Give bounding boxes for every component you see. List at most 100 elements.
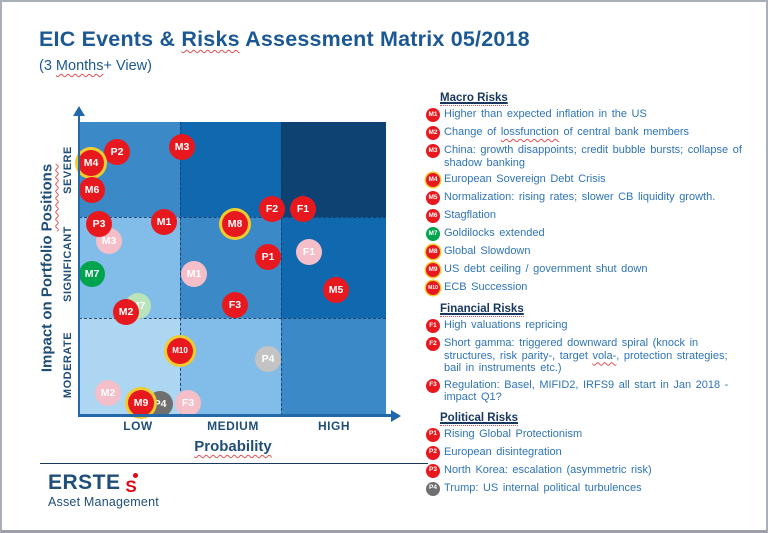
erste-logo: ERSTE S Asset Management (48, 471, 159, 510)
matrix-badge-m7: M7 (79, 261, 105, 287)
legend-item-text: Short gamma: triggered downward spiral (… (444, 337, 728, 374)
legend-item-text: Regulation: Basel, MIFID2, IRFS9 all sta… (444, 378, 729, 404)
page-subtitle: (3 Months+ View) (39, 58, 152, 74)
matrix-cell-r2c2 (281, 318, 386, 416)
legend-item-text: ECB Succession (444, 281, 528, 293)
matrix-badge-f1-previous: F1 (296, 239, 322, 265)
matrix-badge-m3: M3 (169, 134, 195, 160)
legend-item-m7: M7 Goldilocks extended (426, 227, 748, 241)
matrix-cells (79, 122, 386, 416)
y-tick-moderate: MODERATE (62, 331, 74, 399)
sparkasse-s-icon: S (125, 473, 138, 496)
legend-item-text: Stagflation (444, 209, 496, 221)
matrix-badge-m6: M6 (79, 177, 105, 203)
x-axis-line (77, 414, 393, 417)
y-tick-severe: SEVERE (62, 146, 74, 194)
legend-item-text: Rising Global Protectionism (444, 427, 583, 440)
legend-item-text: Trump: US internal political turbulences (444, 481, 642, 494)
legend-item-text: European disintegration (444, 445, 562, 458)
legend-badge-m7: M7 (426, 227, 440, 241)
matrix-badge-f2: F2 (259, 196, 285, 222)
legend-heading-text: Financial Risks (440, 303, 524, 317)
logo-subtitle: Asset Management (48, 495, 159, 509)
legend-item-p3: P3 North Korea: escalation (asymmetric ri… (426, 463, 748, 478)
matrix-badge-m8: M8 (222, 211, 248, 237)
matrix-badge-m1-previous: M1 (181, 261, 207, 287)
x-tick-low: LOW (123, 419, 153, 433)
legend-item-m2: M2 Change of lossfunction of central bank… (426, 126, 748, 140)
legend-badge-p1: P1 (426, 427, 440, 442)
legend-item-p4: P4 Trump: US internal political turbulenc… (426, 481, 748, 496)
legend-badge-m6: M6 (426, 209, 440, 223)
matrix-badge-m2: M2 (113, 299, 139, 325)
legend-item-text: North Korea: escalation (asymmetric risk… (444, 463, 652, 476)
legend-badge-m8: M8 (426, 245, 440, 259)
matrix-badge-f1: F1 (290, 196, 316, 222)
legend-item-m3: M3 China: growth disappoints; credit bubb… (426, 144, 748, 169)
matrix-badge-m4: M4 (78, 150, 104, 176)
legend-badge-f3: F3 (426, 378, 440, 393)
y-tick-significant: SIGNIFICANT (62, 226, 74, 302)
x-axis-label: Probability (194, 438, 272, 455)
legend-badge-m2: M2 (426, 126, 440, 140)
legend: Macro Risks M1 Higher than expected inflat… (426, 85, 748, 500)
risk-matrix: M3 F1 M1 M7 P4 M2 F3 P2 M4 M3 M6 F2 F1 P3 M1 M8 P1 M7 M5 F3… (78, 122, 386, 417)
legend-item-m1: M1 Higher than expected inflation in the … (426, 108, 748, 122)
matrix-badge-f3-previous: F3 (175, 390, 201, 416)
legend-item-m6: M6 Stagflation (426, 209, 748, 223)
legend-badge-p2: P2 (426, 445, 440, 460)
legend-item-f3: F3 Regulation: Basel, MIFID2, IRFS9 all s… (426, 378, 748, 404)
legend-item-m4: M4 European Sovereign Debt Crisis (426, 173, 748, 187)
matrix-badge-p3: P3 (86, 211, 112, 237)
legend-item-p2: P2 European disintegration (426, 445, 748, 460)
legend-item-text: China: growth disappoints; credit bubble… (444, 144, 742, 169)
footer-divider (40, 463, 428, 464)
legend-badge-m4: M4 (426, 173, 440, 187)
legend-item-text: Change of lossfunction of central bank m… (444, 126, 690, 138)
legend-item-text: Higher than expected inflation in the US (444, 108, 647, 120)
y-axis-label: Impact on Portfolio Positions (38, 163, 56, 373)
legend-item-text: Normalization: rising rates; slower CB l… (444, 191, 716, 203)
legend-item-text: US debt ceiling / government shut down (444, 263, 648, 275)
x-tick-high: HIGH (318, 419, 350, 433)
logo-brand-text: ERSTE (48, 471, 121, 494)
legend-badge-m3: M3 (426, 144, 440, 158)
matrix-badge-m9: M9 (128, 390, 154, 416)
legend-badge-m10: M10 (426, 281, 440, 295)
legend-heading-financial-risks: Financial Risks (440, 299, 748, 317)
matrix-badge-p4-previous: P4 (255, 346, 281, 372)
matrix-badge-m1: M1 (151, 209, 177, 235)
legend-item-text: Goldilocks extended (444, 227, 545, 239)
legend-badge-f1: F1 (426, 319, 440, 333)
legend-item-f2: F2 Short gamma: triggered downward spiral… (426, 337, 748, 375)
legend-heading-macro-risks: Macro Risks (440, 88, 748, 106)
logo-dot (132, 473, 138, 478)
x-tick-medium: MEDIUM (207, 419, 259, 433)
matrix-badge-m2-previous: M2 (95, 380, 121, 406)
legend-item-m5: M5 Normalization: rising rates; slower CB… (426, 191, 748, 205)
legend-badge-p3: P3 (426, 463, 440, 478)
matrix-badge-m5: M5 (323, 277, 349, 303)
legend-item-p1: P1 Rising Global Protectionism (426, 427, 748, 442)
logo-s-glyph: S (125, 477, 137, 496)
matrix-badge-f3: F3 (222, 292, 248, 318)
page-title: EIC Events & Risks Assessment Matrix 05/… (39, 27, 530, 51)
legend-item-m8: M8 Global Slowdown (426, 245, 748, 259)
legend-item-text: European Sovereign Debt Crisis (444, 173, 606, 185)
legend-heading-text: Political Risks (440, 411, 518, 426)
matrix-badge-m10: M10 (167, 338, 193, 364)
x-axis-arrow-icon (391, 409, 401, 422)
legend-badge-m1: M1 (426, 108, 440, 122)
legend-heading-political-risks: Political Risks (440, 408, 748, 426)
legend-badge-f2: F2 (426, 337, 440, 351)
legend-badge-m5: M5 (426, 191, 440, 205)
legend-item-f1: F1 High valuations repricing (426, 319, 748, 333)
legend-badge-m9: M9 (426, 263, 440, 277)
legend-item-text: Global Slowdown (444, 245, 531, 257)
legend-item-m10: M10 ECB Succession (426, 281, 748, 295)
legend-heading-text: Macro Risks (440, 92, 508, 106)
y-axis-line (77, 114, 80, 416)
matrix-badge-p2: P2 (104, 139, 130, 165)
legend-item-text: High valuations repricing (444, 319, 568, 331)
